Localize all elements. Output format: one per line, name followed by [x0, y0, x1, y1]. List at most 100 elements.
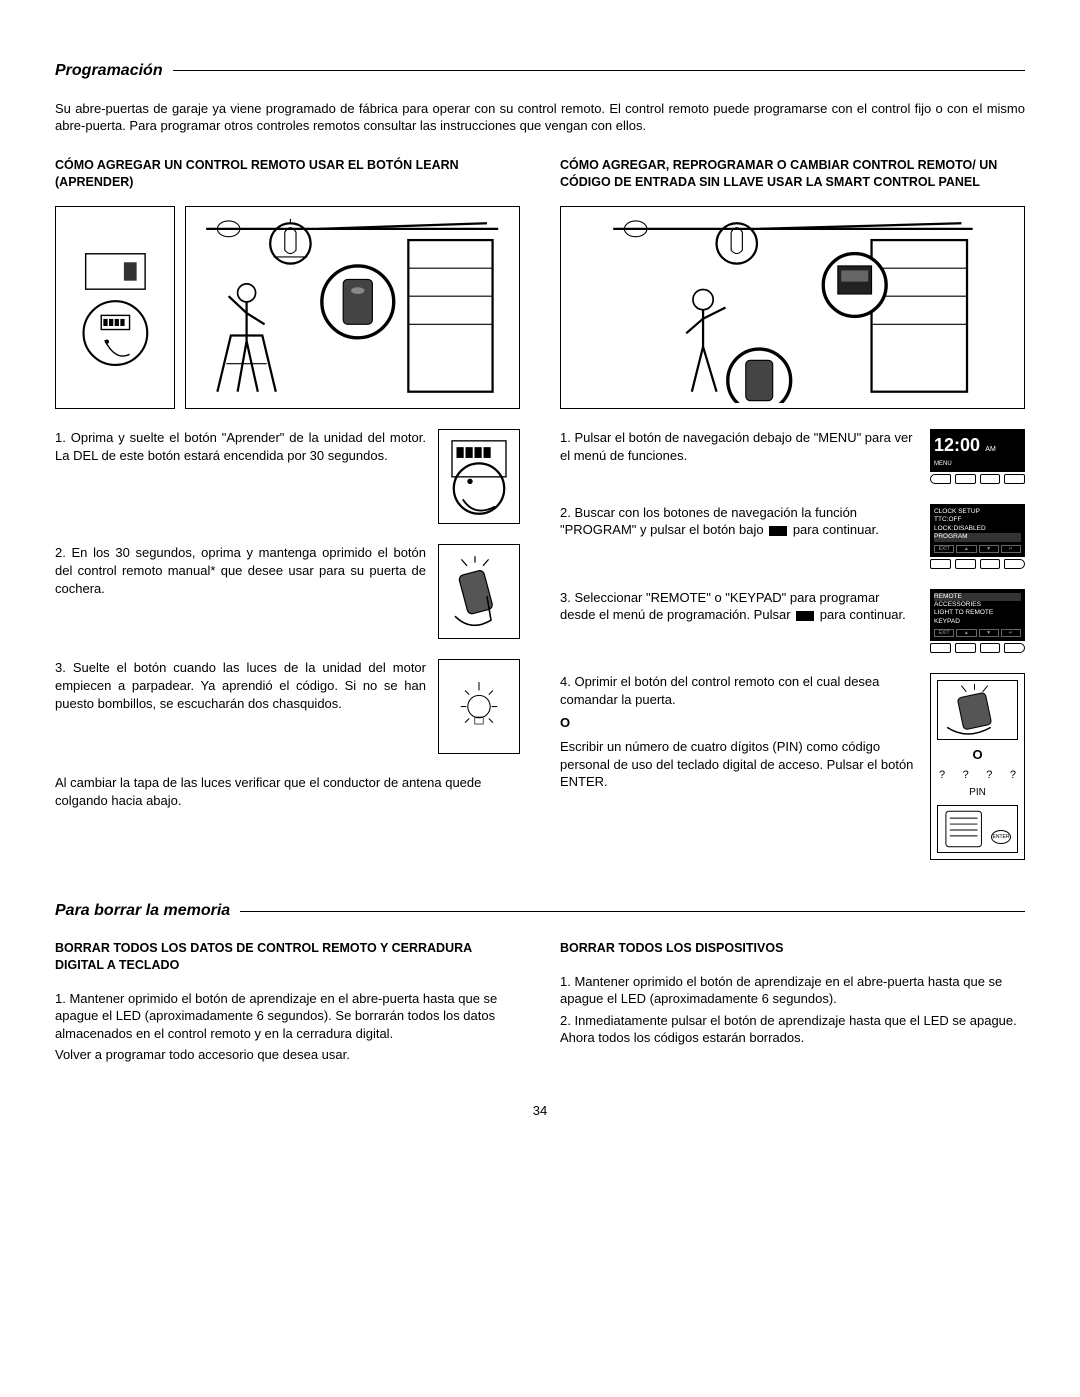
garage-icon — [194, 212, 510, 403]
panel-screen-1: 12:00 AM MENU — [930, 429, 1025, 483]
p2l1: CLOCK SETUP — [934, 508, 1021, 516]
keypad-illustration: O ? ? ? ? PIN ENTER — [930, 673, 1025, 860]
p3-nav: EXIT▲▼↵ — [934, 629, 1021, 637]
learn-icon — [443, 435, 515, 519]
panel-screen-2: CLOCK SETUP TTC:OFF LOCK:DISABLED PROGRA… — [930, 504, 1025, 569]
hand-remote-icon — [942, 684, 1013, 736]
panel1-menu: MENU — [934, 460, 1021, 468]
p3l4: KEYPAD — [934, 618, 1021, 626]
p3l3: LIGHT TO REMOTE — [934, 609, 1021, 617]
erase-right-2: 2. Inmediatamente pulsar el botón de apr… — [560, 1012, 1025, 1047]
nav-btn[interactable] — [1004, 559, 1025, 569]
panel2-display: CLOCK SETUP TTC:OFF LOCK:DISABLED PROGRA… — [930, 504, 1025, 557]
nav-btn[interactable] — [1004, 643, 1025, 653]
right-heading: CÓMO AGREGAR, REPROGRAMAR O CAMBIAR CONT… — [560, 157, 1025, 191]
erase-right: BORRAR TODOS LOS DISPOSITIVOS 1. Mantene… — [560, 940, 1025, 1064]
remote-press-illustration — [438, 544, 520, 639]
nav-btn[interactable] — [955, 474, 976, 484]
remote-hand-icon — [937, 680, 1018, 740]
learn-button-closeup — [438, 429, 520, 524]
remote-press-icon — [447, 555, 511, 629]
left-step1-text: 1. Oprima y suelte el botón "Aprender" d… — [55, 429, 426, 464]
nav-btn[interactable] — [930, 643, 951, 653]
kp-q: ? — [963, 768, 969, 783]
nav-btn[interactable] — [955, 643, 976, 653]
right-garage-illustration — [560, 206, 1025, 409]
right-step2-text: 2. Buscar con los botones de navegación … — [560, 504, 918, 539]
panel1-am: AM — [985, 446, 996, 453]
erase-columns: BORRAR TODOS LOS DATOS DE CONTROL REMOTO… — [55, 940, 1025, 1064]
page-number: 34 — [55, 1102, 1025, 1120]
down-icon: ▼ — [979, 629, 999, 637]
right-step-2: 2. Buscar con los botones de navegación … — [560, 504, 1025, 569]
panel1-display: 12:00 AM MENU — [930, 429, 1025, 471]
step4b: Escribir un número de cuatro dígitos (PI… — [560, 738, 918, 791]
step4-or: O — [560, 714, 918, 732]
right-step1-text: 1. Pulsar el botón de navegación debajo … — [560, 429, 918, 464]
left-note: Al cambiar la tapa de las luces verifica… — [55, 774, 520, 809]
panel1-time: 12:00 — [934, 433, 980, 457]
keypad-device: ENTER — [937, 805, 1018, 853]
left-heading: CÓMO AGREGAR UN CONTROL REMOTO USAR EL B… — [55, 157, 520, 191]
panel-screen-3: REMOTE ACCESSORIES LIGHT TO REMOTE KEYPA… — [930, 589, 1025, 654]
lightbulb-illustration — [438, 659, 520, 754]
right-step-4: 4. Oprimir el botón del control remoto c… — [560, 673, 1025, 860]
nav-btn[interactable] — [980, 474, 1001, 484]
step2b: para continuar. — [789, 522, 879, 537]
enter-arrow-icon — [796, 611, 814, 621]
p2exit: EXIT — [934, 545, 954, 553]
right-step4-text: 4. Oprimir el botón del control remoto c… — [560, 673, 918, 790]
kp-qrow: ? ? ? ? — [939, 768, 1016, 783]
nav-btn[interactable] — [930, 559, 951, 569]
left-step2-text: 2. En los 30 segundos, oprima y mantenga… — [55, 544, 426, 597]
keypad-icon — [938, 806, 1017, 852]
kp-o: O — [937, 746, 1018, 764]
panel1-buttons — [930, 474, 1025, 484]
left-step-1: 1. Oprima y suelte el botón "Aprender" d… — [55, 429, 520, 524]
right-column: CÓMO AGREGAR, REPROGRAMAR O CAMBIAR CONT… — [560, 157, 1025, 881]
up-icon: ▲ — [956, 629, 976, 637]
erase-left-list: 1. Mantener oprimido el botón de aprendi… — [55, 990, 520, 1043]
motor-icon — [80, 248, 151, 369]
panel3-display: REMOTE ACCESSORIES LIGHT TO REMOTE KEYPA… — [930, 589, 1025, 642]
p3l1: REMOTE — [934, 593, 1021, 601]
right-step-3: 3. Seleccionar "REMOTE" o "KEYPAD" para … — [560, 589, 1025, 654]
enter-icon: ↵ — [1001, 545, 1021, 553]
nav-btn[interactable] — [980, 559, 1001, 569]
p3l2: ACCESSORIES — [934, 601, 1021, 609]
section-title-programacion: Programación — [55, 60, 1025, 82]
step4a: 4. Oprimir el botón del control remoto c… — [560, 673, 918, 708]
kp-q: ? — [939, 768, 945, 783]
erase-right-1: 1. Mantener oprimido el botón de aprendi… — [560, 973, 1025, 1008]
nav-btn[interactable] — [1004, 474, 1025, 484]
motor-unit-illustration — [55, 206, 175, 409]
p3exit: EXIT — [934, 629, 954, 637]
kp-pin: PIN — [937, 786, 1018, 800]
kp-q: ? — [986, 768, 992, 783]
erase-left: BORRAR TODOS LOS DATOS DE CONTROL REMOTO… — [55, 940, 520, 1064]
left-step-2: 2. En los 30 segundos, oprima y mantenga… — [55, 544, 520, 639]
erase-right-list: 1. Mantener oprimido el botón de aprendi… — [560, 973, 1025, 1047]
p2l4: PROGRAM — [934, 533, 1021, 541]
section2-title-text: Para borrar la memoria — [55, 900, 230, 922]
right-garage-icon — [573, 212, 1013, 403]
panel3-buttons — [930, 643, 1025, 653]
left-column: CÓMO AGREGAR UN CONTROL REMOTO USAR EL B… — [55, 157, 520, 881]
left-illustration-row — [55, 206, 520, 409]
garage-scene-illustration — [185, 206, 520, 409]
enter-arrow-icon — [769, 526, 787, 536]
erase-right-heading: BORRAR TODOS LOS DISPOSITIVOS — [560, 940, 1025, 957]
kp-q: ? — [1010, 768, 1016, 783]
nav-btn[interactable] — [930, 474, 951, 484]
right-step-1: 1. Pulsar el botón de navegación debajo … — [560, 429, 1025, 483]
p2l2: TTC:OFF — [934, 516, 1021, 524]
right-step3-text: 3. Seleccionar "REMOTE" o "KEYPAD" para … — [560, 589, 918, 624]
enter-icon: ↵ — [1001, 629, 1021, 637]
up-icon: ▲ — [956, 545, 976, 553]
nav-btn[interactable] — [955, 559, 976, 569]
left-step-3: 3. Suelte el botón cuando las luces de l… — [55, 659, 520, 754]
left-step3-text: 3. Suelte el botón cuando las luces de l… — [55, 659, 426, 712]
erase-left-heading: BORRAR TODOS LOS DATOS DE CONTROL REMOTO… — [55, 940, 520, 974]
p2-nav: EXIT▲▼↵ — [934, 545, 1021, 553]
nav-btn[interactable] — [980, 643, 1001, 653]
